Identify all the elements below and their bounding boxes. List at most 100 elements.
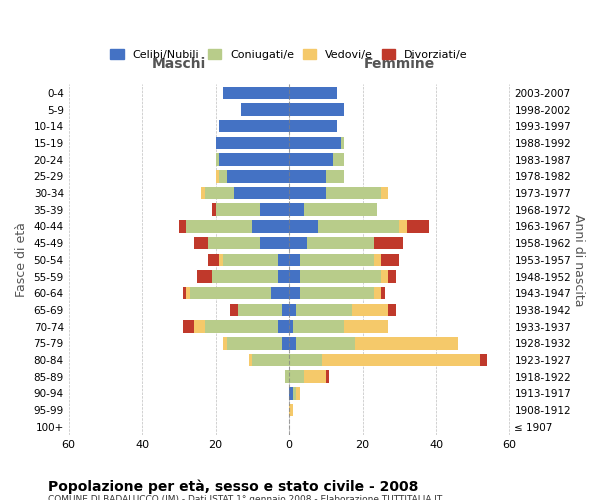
Bar — [205, 320, 278, 333]
Bar — [381, 254, 399, 266]
Bar — [253, 354, 289, 366]
Bar — [289, 237, 307, 250]
Bar — [289, 254, 300, 266]
Y-axis label: Anni di nascita: Anni di nascita — [572, 214, 585, 306]
Bar — [212, 204, 215, 216]
Bar — [289, 104, 344, 116]
Bar — [296, 304, 352, 316]
Bar — [289, 170, 326, 182]
Text: COMUNE DI BADALUCCO (IM) - Dati ISTAT 1° gennaio 2008 - Elaborazione TUTTITALIA.: COMUNE DI BADALUCCO (IM) - Dati ISTAT 1°… — [48, 495, 442, 500]
Bar — [289, 154, 333, 166]
Bar — [278, 320, 289, 333]
Bar — [282, 304, 289, 316]
Legend: Celibi/Nubili, Coniugati/e, Vedovi/e, Divorziati/e: Celibi/Nubili, Coniugati/e, Vedovi/e, Di… — [106, 44, 472, 64]
Bar — [326, 187, 381, 200]
Bar — [186, 220, 253, 232]
Bar — [326, 370, 329, 383]
Bar — [227, 170, 289, 182]
Bar — [182, 320, 194, 333]
Bar — [344, 320, 388, 333]
Bar — [289, 304, 296, 316]
Bar — [300, 254, 374, 266]
Bar — [289, 187, 326, 200]
Bar — [289, 270, 300, 283]
Bar — [208, 237, 260, 250]
Bar — [374, 254, 381, 266]
Bar — [234, 187, 289, 200]
Bar — [407, 220, 428, 232]
Bar — [289, 136, 341, 149]
Bar — [238, 304, 282, 316]
Bar — [212, 270, 278, 283]
Bar — [480, 354, 487, 366]
Bar — [304, 370, 326, 383]
Bar — [215, 154, 219, 166]
Bar — [282, 337, 289, 349]
Text: Popolazione per età, sesso e stato civile - 2008: Popolazione per età, sesso e stato civil… — [48, 480, 418, 494]
Bar — [289, 354, 322, 366]
Bar — [296, 387, 300, 400]
Bar — [248, 354, 253, 366]
Bar — [186, 287, 190, 300]
Bar — [307, 237, 374, 250]
Bar — [208, 254, 219, 266]
Bar — [293, 320, 344, 333]
Bar — [215, 136, 289, 149]
Bar — [289, 120, 337, 132]
Bar — [201, 187, 205, 200]
Bar — [289, 220, 319, 232]
Bar — [219, 154, 289, 166]
Bar — [352, 304, 388, 316]
Bar — [289, 204, 304, 216]
Bar — [296, 337, 355, 349]
Bar — [381, 187, 388, 200]
Bar — [399, 220, 407, 232]
Bar — [289, 404, 293, 416]
Y-axis label: Fasce di età: Fasce di età — [15, 222, 28, 298]
Bar — [300, 287, 374, 300]
Bar — [223, 86, 289, 99]
Text: Femmine: Femmine — [364, 57, 435, 71]
Bar — [289, 387, 293, 400]
Text: Maschi: Maschi — [152, 57, 206, 71]
Bar — [388, 270, 395, 283]
Bar — [219, 120, 289, 132]
Bar — [230, 304, 238, 316]
Bar — [381, 287, 385, 300]
Bar — [355, 337, 458, 349]
Bar — [182, 287, 186, 300]
Bar — [205, 187, 234, 200]
Bar — [304, 204, 377, 216]
Bar — [227, 337, 282, 349]
Bar — [333, 154, 344, 166]
Bar — [197, 270, 212, 283]
Bar — [289, 337, 296, 349]
Bar — [271, 287, 289, 300]
Bar — [219, 254, 223, 266]
Bar — [190, 287, 271, 300]
Bar — [293, 387, 296, 400]
Bar — [194, 320, 205, 333]
Bar — [179, 220, 186, 232]
Bar — [219, 170, 227, 182]
Bar — [215, 170, 219, 182]
Bar — [260, 204, 289, 216]
Bar — [241, 104, 289, 116]
Bar — [319, 220, 399, 232]
Bar — [223, 337, 227, 349]
Bar — [260, 237, 289, 250]
Bar — [215, 204, 260, 216]
Bar — [374, 237, 403, 250]
Bar — [289, 287, 300, 300]
Bar — [223, 254, 278, 266]
Bar — [289, 320, 293, 333]
Bar — [278, 270, 289, 283]
Bar — [289, 86, 337, 99]
Bar — [300, 270, 381, 283]
Bar — [326, 170, 344, 182]
Bar — [388, 304, 395, 316]
Bar — [322, 354, 480, 366]
Bar — [374, 287, 381, 300]
Bar — [289, 370, 304, 383]
Bar — [194, 237, 208, 250]
